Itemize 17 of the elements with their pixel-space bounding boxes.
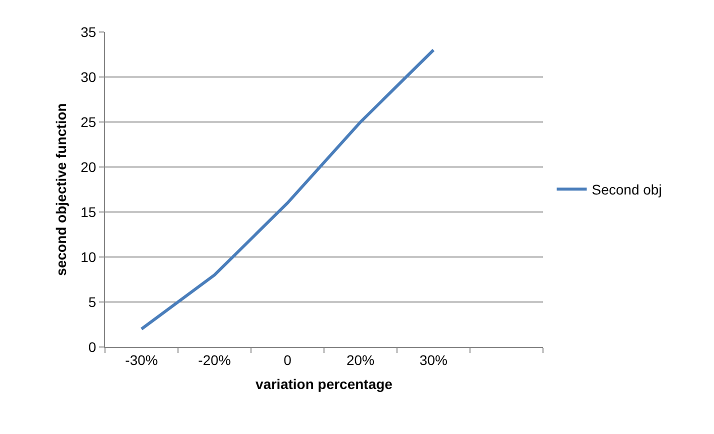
y-tick-label: 5 xyxy=(88,294,96,310)
x-tick-label: 20% xyxy=(346,352,375,368)
x-tick-label: -30% xyxy=(125,352,158,368)
y-tick-label: 35 xyxy=(80,24,96,40)
y-axis-title: second objective function xyxy=(53,103,70,276)
x-axis-title: variation percentage xyxy=(256,376,393,392)
y-tick-label: 20 xyxy=(80,158,96,175)
x-tick-label: 0 xyxy=(284,352,292,368)
x-tick-label: 30% xyxy=(419,352,448,368)
y-tick-label: 30 xyxy=(80,68,96,85)
y-tick-label: 25 xyxy=(80,114,96,130)
x-tick-label: -20% xyxy=(198,352,231,368)
line-series xyxy=(140,48,435,330)
y-tick-label: 10 xyxy=(80,248,96,265)
y-tick-label: 0 xyxy=(88,338,96,355)
y-tick-label: 15 xyxy=(80,204,96,220)
legend-label: Second obj xyxy=(592,182,662,198)
